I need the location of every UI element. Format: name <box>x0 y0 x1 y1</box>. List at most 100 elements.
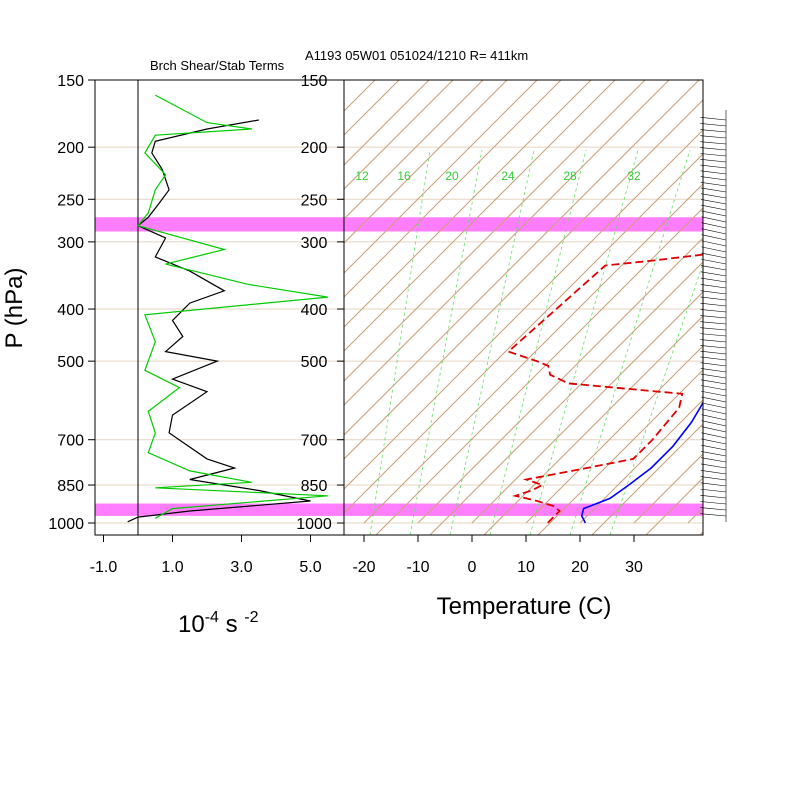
left-panel-grid <box>95 79 344 535</box>
wind-barb <box>700 333 727 337</box>
wind-barb <box>701 258 727 265</box>
wind-barb <box>701 199 727 205</box>
wind-barb <box>700 193 727 199</box>
left-panel-ticks: 150 200 250 300 400 500 700 850 1000 -1.0 1.0 3.0 5.… <box>48 73 321 576</box>
stab-unit-exp1: -4 <box>205 609 219 626</box>
wind-barb <box>701 396 727 403</box>
wind-barb <box>700 321 727 325</box>
dry-adiabat <box>344 80 508 244</box>
wind-barb <box>700 153 727 157</box>
dry-adiabat <box>344 99 703 460</box>
station-title: A1193 05W01 051024/1210 R= 411km <box>305 48 528 63</box>
mixing-ratio-line <box>489 149 587 535</box>
wind-barb <box>700 315 727 319</box>
isotherm <box>344 80 592 328</box>
wind-barb <box>700 501 727 505</box>
left-ytick-label: 500 <box>57 354 84 371</box>
right-xtick-label: 0 <box>468 559 477 576</box>
temperature-axis-label: Temperature (C) <box>437 593 612 620</box>
wind-barb <box>701 438 727 445</box>
wind-barb <box>701 390 727 397</box>
wind-barb <box>700 469 727 475</box>
wind-barb <box>701 426 727 433</box>
right-xtick-label: -20 <box>352 559 375 576</box>
wind-barb <box>700 187 727 193</box>
left-ytick-label: 700 <box>57 433 84 450</box>
left-ytick-label: 250 <box>57 192 84 209</box>
mixing-ratio-label: 32 <box>627 169 641 183</box>
isotherm <box>0 80 267 523</box>
mixing-ratio-label: 20 <box>445 169 459 183</box>
wind-barb <box>701 228 727 235</box>
dry-adiabat <box>344 80 454 190</box>
isotherm <box>363 183 703 524</box>
isotherm <box>344 80 646 382</box>
right-ytick-label: 250 <box>301 192 328 209</box>
isotherm <box>579 399 703 524</box>
wind-barb <box>701 252 727 259</box>
isotherm <box>471 291 703 524</box>
wind-barb <box>700 290 727 295</box>
mixing-ratio-line <box>409 149 483 535</box>
dry-adiabat <box>375 207 703 535</box>
wind-barb <box>700 271 727 277</box>
dry-adiabat <box>591 423 703 535</box>
wind-barb <box>701 451 727 457</box>
wind-barb <box>700 159 727 163</box>
isotherm <box>687 507 703 524</box>
left-xtick-label: 5.0 <box>299 559 321 576</box>
mixing-ratio-label: 12 <box>355 169 369 183</box>
stab-unit-exp2: -2 <box>244 609 258 626</box>
left-ytick-label: 400 <box>57 302 84 319</box>
wind-barb <box>700 368 727 373</box>
wind-barb <box>700 123 727 127</box>
stab-unit-base: 10 <box>178 611 205 638</box>
isotherm <box>633 453 703 524</box>
wind-barb <box>701 444 727 451</box>
wind-barb <box>700 373 727 379</box>
left-ytick-label: 200 <box>57 140 84 157</box>
series-temperature <box>580 401 703 524</box>
right-xtick-label: -10 <box>406 559 429 576</box>
stab-unit-mid: s <box>219 611 244 638</box>
wind-barb <box>700 513 727 517</box>
left-xtick-label: 3.0 <box>230 559 252 576</box>
mixing-ratio-line <box>529 149 639 535</box>
wind-barb <box>700 296 727 301</box>
dry-adiabat <box>344 80 616 352</box>
isotherm <box>344 80 484 220</box>
stab-unit-label: 10-4 s -2 <box>178 609 259 638</box>
wind-barb <box>700 181 727 187</box>
right-ytick-label: 200 <box>301 140 328 157</box>
wind-barb <box>700 362 727 367</box>
panel-title: Brch Shear/Stab Terms <box>150 58 285 73</box>
isotherm <box>344 80 430 166</box>
isotherm <box>796 80 800 523</box>
dry-adiabat <box>429 261 703 535</box>
wind-barb <box>701 216 727 223</box>
wind-barb <box>700 129 727 133</box>
wind-barb <box>700 495 727 499</box>
highlight-band-1 <box>95 503 703 516</box>
mixing-ratio-line <box>609 262 703 535</box>
dry-adiabat <box>645 477 703 535</box>
mixing-ratio-label: 24 <box>501 169 515 183</box>
highlight-bands <box>95 217 703 516</box>
skewt-frame <box>343 79 704 536</box>
dry-adiabat <box>344 80 562 298</box>
right-ytick-label: 850 <box>301 478 328 495</box>
series-stability <box>136 94 328 519</box>
left-xtick-label: 1.0 <box>161 559 183 576</box>
wind-barb <box>701 222 727 229</box>
mixing-ratio-line <box>369 149 431 535</box>
right-xtick-label: 10 <box>517 559 535 576</box>
left-xtick-label: -1.0 <box>90 559 118 576</box>
wind-barb <box>700 350 727 355</box>
right-ytick-label: 300 <box>301 235 328 252</box>
wind-barb <box>701 432 727 439</box>
wind-barb <box>701 246 727 253</box>
isotherm <box>0 80 321 523</box>
wind-barb <box>700 339 727 343</box>
series-dewpoint <box>506 253 703 524</box>
wind-barb <box>700 507 727 511</box>
